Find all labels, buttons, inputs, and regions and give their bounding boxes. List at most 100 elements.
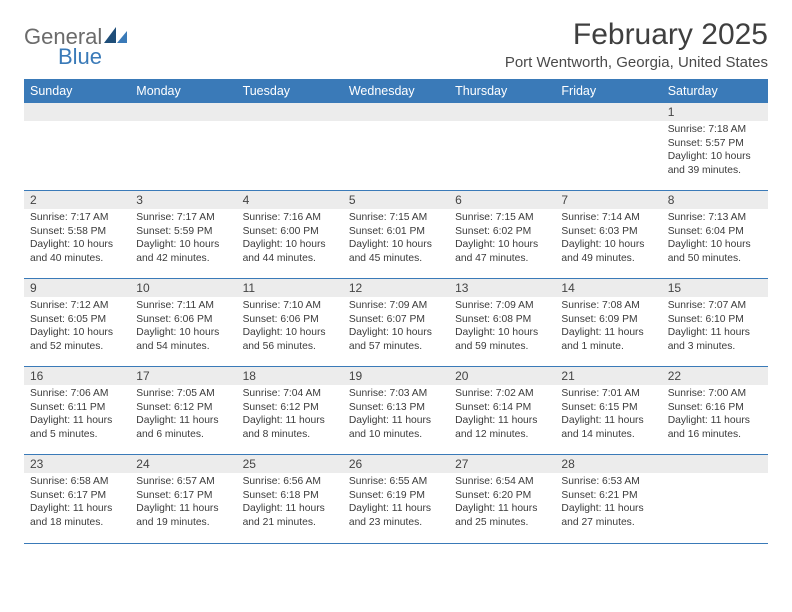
sunset-text: Sunset: 6:08 PM [455, 313, 549, 327]
day-number: 28 [555, 455, 661, 473]
day-number: 18 [237, 367, 343, 385]
day-number: 11 [237, 279, 343, 297]
day-cell: 25Sunrise: 6:56 AMSunset: 6:18 PMDayligh… [237, 455, 343, 543]
day-header: Monday [130, 80, 236, 103]
daylight-text: Daylight: 11 hours and 16 minutes. [668, 414, 762, 441]
sunset-text: Sunset: 5:58 PM [30, 225, 124, 239]
day-cell: 20Sunrise: 7:02 AMSunset: 6:14 PMDayligh… [449, 367, 555, 455]
sunrise-text: Sunrise: 7:13 AM [668, 211, 762, 225]
day-number: 5 [343, 191, 449, 209]
day-content: Sunrise: 7:12 AMSunset: 6:05 PMDaylight:… [24, 297, 130, 357]
daylight-text: Daylight: 10 hours and 49 minutes. [561, 238, 655, 265]
sunset-text: Sunset: 6:05 PM [30, 313, 124, 327]
logo-text-blue: Blue [58, 44, 102, 70]
logo-sail-icon [104, 27, 128, 50]
day-number [237, 103, 343, 121]
day-number [449, 103, 555, 121]
day-number: 25 [237, 455, 343, 473]
day-number [555, 103, 661, 121]
sunrise-text: Sunrise: 7:09 AM [455, 299, 549, 313]
sunset-text: Sunset: 6:12 PM [243, 401, 337, 415]
day-content: Sunrise: 6:56 AMSunset: 6:18 PMDaylight:… [237, 473, 343, 533]
sunrise-text: Sunrise: 6:53 AM [561, 475, 655, 489]
day-content [237, 121, 343, 127]
day-content: Sunrise: 7:03 AMSunset: 6:13 PMDaylight:… [343, 385, 449, 445]
sunset-text: Sunset: 6:15 PM [561, 401, 655, 415]
day-content: Sunrise: 7:15 AMSunset: 6:02 PMDaylight:… [449, 209, 555, 269]
calendar-page: General Blue February 2025 Port Wentwort… [0, 0, 792, 554]
week-row: 1Sunrise: 7:18 AMSunset: 5:57 PMDaylight… [24, 103, 768, 191]
sunrise-text: Sunrise: 7:06 AM [30, 387, 124, 401]
day-header: Tuesday [237, 80, 343, 103]
sunset-text: Sunset: 6:17 PM [136, 489, 230, 503]
day-cell: 12Sunrise: 7:09 AMSunset: 6:07 PMDayligh… [343, 279, 449, 367]
day-content [662, 473, 768, 479]
day-cell: 3Sunrise: 7:17 AMSunset: 5:59 PMDaylight… [130, 191, 236, 279]
day-content: Sunrise: 6:58 AMSunset: 6:17 PMDaylight:… [24, 473, 130, 533]
sunrise-text: Sunrise: 7:15 AM [455, 211, 549, 225]
sunset-text: Sunset: 6:18 PM [243, 489, 337, 503]
day-number: 19 [343, 367, 449, 385]
sunrise-text: Sunrise: 7:05 AM [136, 387, 230, 401]
sunrise-text: Sunrise: 6:58 AM [30, 475, 124, 489]
daylight-text: Daylight: 11 hours and 19 minutes. [136, 502, 230, 529]
day-cell: 23Sunrise: 6:58 AMSunset: 6:17 PMDayligh… [24, 455, 130, 543]
sunrise-text: Sunrise: 7:12 AM [30, 299, 124, 313]
week-row: 16Sunrise: 7:06 AMSunset: 6:11 PMDayligh… [24, 367, 768, 455]
day-content: Sunrise: 7:01 AMSunset: 6:15 PMDaylight:… [555, 385, 661, 445]
sunset-text: Sunset: 6:14 PM [455, 401, 549, 415]
daylight-text: Daylight: 11 hours and 5 minutes. [30, 414, 124, 441]
day-content: Sunrise: 7:02 AMSunset: 6:14 PMDaylight:… [449, 385, 555, 445]
daylight-text: Daylight: 10 hours and 56 minutes. [243, 326, 337, 353]
week-row: 9Sunrise: 7:12 AMSunset: 6:05 PMDaylight… [24, 279, 768, 367]
month-title: February 2025 [505, 18, 768, 52]
sunset-text: Sunset: 6:10 PM [668, 313, 762, 327]
daylight-text: Daylight: 10 hours and 45 minutes. [349, 238, 443, 265]
day-header: Saturday [662, 80, 768, 103]
day-cell [343, 103, 449, 191]
day-cell: 22Sunrise: 7:00 AMSunset: 6:16 PMDayligh… [662, 367, 768, 455]
daylight-text: Daylight: 11 hours and 23 minutes. [349, 502, 443, 529]
day-number: 23 [24, 455, 130, 473]
day-cell: 11Sunrise: 7:10 AMSunset: 6:06 PMDayligh… [237, 279, 343, 367]
daylight-text: Daylight: 10 hours and 54 minutes. [136, 326, 230, 353]
day-number: 12 [343, 279, 449, 297]
day-number: 6 [449, 191, 555, 209]
day-content: Sunrise: 7:10 AMSunset: 6:06 PMDaylight:… [237, 297, 343, 357]
day-number: 10 [130, 279, 236, 297]
sunset-text: Sunset: 6:21 PM [561, 489, 655, 503]
title-block: February 2025 Port Wentworth, Georgia, U… [505, 18, 768, 71]
sunrise-text: Sunrise: 7:16 AM [243, 211, 337, 225]
daylight-text: Daylight: 10 hours and 59 minutes. [455, 326, 549, 353]
day-cell [24, 103, 130, 191]
sunrise-text: Sunrise: 7:18 AM [668, 123, 762, 137]
sunset-text: Sunset: 6:07 PM [349, 313, 443, 327]
sunset-text: Sunset: 6:06 PM [243, 313, 337, 327]
sunset-text: Sunset: 6:02 PM [455, 225, 549, 239]
day-cell: 10Sunrise: 7:11 AMSunset: 6:06 PMDayligh… [130, 279, 236, 367]
day-content [343, 121, 449, 127]
day-number: 17 [130, 367, 236, 385]
sunset-text: Sunset: 6:04 PM [668, 225, 762, 239]
day-content: Sunrise: 7:16 AMSunset: 6:00 PMDaylight:… [237, 209, 343, 269]
day-content: Sunrise: 7:05 AMSunset: 6:12 PMDaylight:… [130, 385, 236, 445]
day-header: Sunday [24, 80, 130, 103]
day-content: Sunrise: 7:07 AMSunset: 6:10 PMDaylight:… [662, 297, 768, 357]
daylight-text: Daylight: 10 hours and 40 minutes. [30, 238, 124, 265]
sunrise-text: Sunrise: 7:17 AM [136, 211, 230, 225]
daylight-text: Daylight: 10 hours and 39 minutes. [668, 150, 762, 177]
sunrise-text: Sunrise: 7:14 AM [561, 211, 655, 225]
sunrise-text: Sunrise: 7:10 AM [243, 299, 337, 313]
sunset-text: Sunset: 6:19 PM [349, 489, 443, 503]
sunrise-text: Sunrise: 6:56 AM [243, 475, 337, 489]
day-cell: 27Sunrise: 6:54 AMSunset: 6:20 PMDayligh… [449, 455, 555, 543]
sunrise-text: Sunrise: 6:54 AM [455, 475, 549, 489]
day-cell: 16Sunrise: 7:06 AMSunset: 6:11 PMDayligh… [24, 367, 130, 455]
location: Port Wentworth, Georgia, United States [505, 54, 768, 71]
sunset-text: Sunset: 6:11 PM [30, 401, 124, 415]
daylight-text: Daylight: 11 hours and 21 minutes. [243, 502, 337, 529]
daylight-text: Daylight: 11 hours and 27 minutes. [561, 502, 655, 529]
day-content: Sunrise: 7:06 AMSunset: 6:11 PMDaylight:… [24, 385, 130, 445]
sunset-text: Sunset: 6:12 PM [136, 401, 230, 415]
day-content: Sunrise: 7:15 AMSunset: 6:01 PMDaylight:… [343, 209, 449, 269]
